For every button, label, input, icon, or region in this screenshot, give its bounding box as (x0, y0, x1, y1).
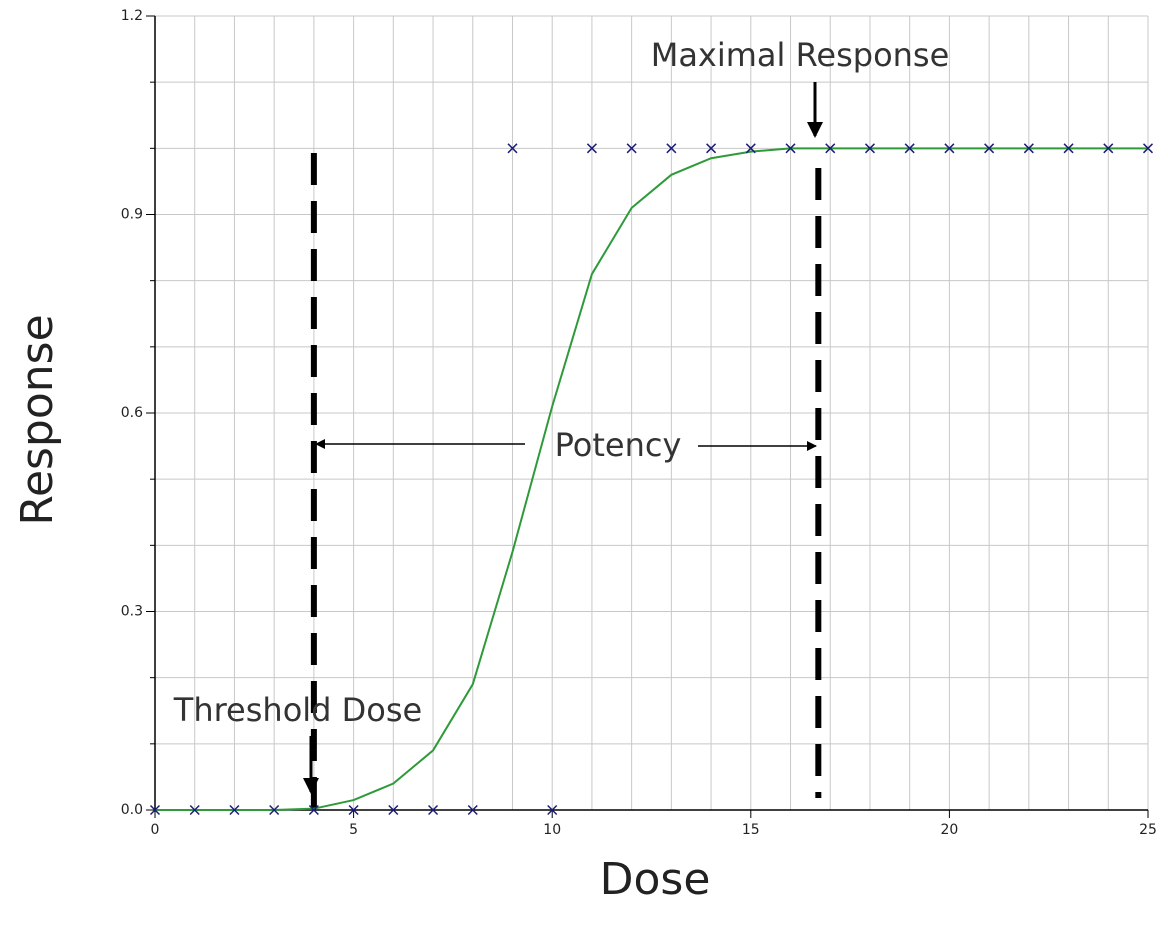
y-tick-label: 1.2 (121, 8, 143, 24)
data-point (547, 804, 558, 816)
data-point (785, 143, 796, 154)
data-point (507, 143, 518, 154)
x-tick-label: 0 (151, 822, 160, 838)
x-tick-label: 10 (543, 822, 561, 838)
data-point (308, 804, 319, 816)
y-axis-label: Response (12, 314, 63, 525)
x-tick-label: 15 (742, 822, 760, 838)
annotation: Potency (555, 426, 682, 464)
data-point (229, 804, 240, 816)
data-point (348, 804, 359, 816)
annotation: Maximal Response (651, 36, 950, 74)
data-point (189, 804, 200, 816)
annotation: Threshold Dose (173, 691, 422, 729)
data-point (944, 143, 955, 154)
data-point (467, 804, 478, 816)
data-point (1063, 143, 1074, 154)
y-tick-label: 0.0 (121, 802, 143, 818)
data-point (825, 143, 836, 154)
data-point (706, 143, 717, 154)
x-axis-label: Dose (600, 854, 711, 905)
x-tick-label: 20 (940, 822, 958, 838)
data-point (428, 804, 439, 816)
data-point (626, 143, 637, 154)
data-point (745, 143, 756, 154)
y-tick-label: 0.9 (121, 207, 143, 223)
data-point (666, 143, 677, 154)
data-point (1103, 143, 1114, 154)
data-point (1023, 143, 1034, 154)
data-point (904, 143, 915, 154)
x-tick-label: 25 (1139, 822, 1157, 838)
data-point (1142, 143, 1154, 154)
data-point (149, 804, 161, 816)
data-point (586, 143, 597, 154)
data-point (864, 143, 875, 154)
data-point (269, 804, 280, 816)
fit-curve (155, 147, 1148, 811)
y-tick-label: 0.3 (121, 604, 143, 620)
data-point (984, 143, 995, 154)
y-tick-label: 0.6 (121, 405, 143, 421)
data-point (388, 804, 399, 816)
x-tick-label: 5 (349, 822, 358, 838)
